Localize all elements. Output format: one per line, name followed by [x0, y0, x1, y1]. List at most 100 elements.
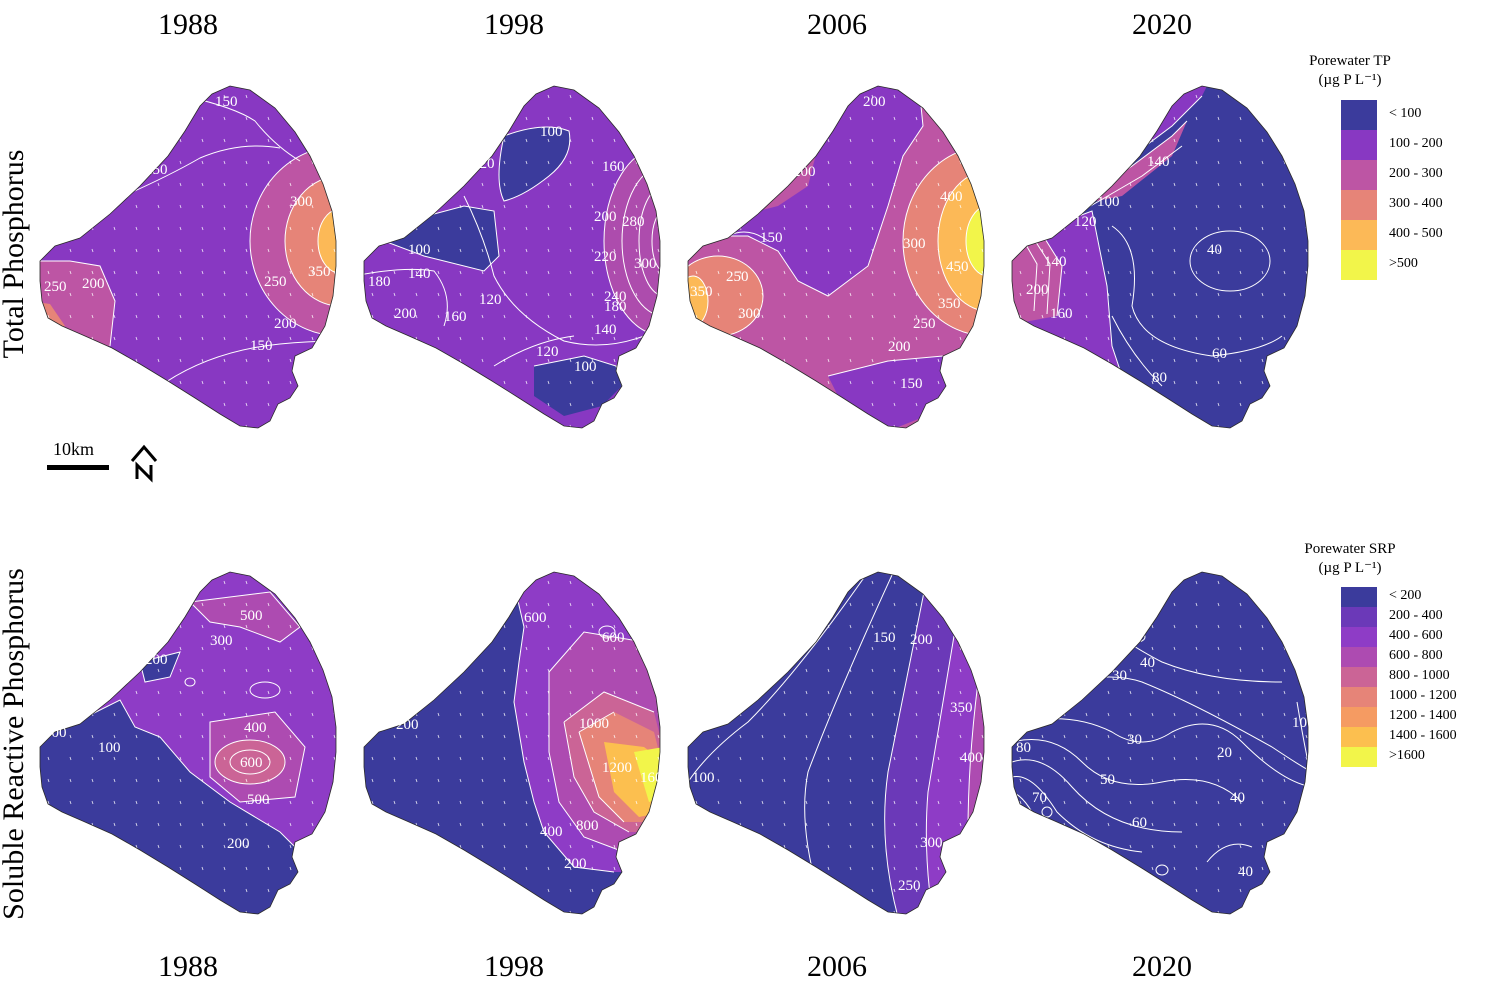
legend-srp-label: 1200 - 1400	[1389, 708, 1457, 723]
svg-text:120: 120	[536, 344, 559, 360]
svg-text:120: 120	[472, 156, 495, 172]
legend-srp-label: 1000 - 1200	[1389, 688, 1457, 703]
svg-text:200: 200	[910, 632, 933, 648]
legend-tp-swatch	[1341, 250, 1377, 280]
legend-srp-item: 600 - 800	[1341, 647, 1491, 667]
svg-text:30: 30	[1127, 732, 1142, 748]
year-label-bottom-2: 1998	[484, 950, 544, 983]
svg-text:160: 160	[444, 309, 467, 325]
svg-text:300: 300	[738, 306, 761, 322]
legend-tp-item: 200 - 300	[1341, 160, 1491, 190]
legend-tp-label: < 100	[1389, 106, 1422, 121]
svg-text:40: 40	[1238, 864, 1253, 880]
legend-srp-label: < 200	[1389, 588, 1422, 603]
svg-text:1200: 1200	[602, 760, 632, 776]
svg-text:250: 250	[898, 878, 921, 894]
legend-srp-item: 1000 - 1200	[1341, 687, 1491, 707]
svg-text:30: 30	[1112, 668, 1127, 684]
legend-tp-label: >500	[1389, 256, 1418, 271]
svg-text:100: 100	[574, 359, 597, 375]
map-srp-2006: 150 200 350 400 100 300 250	[687, 571, 985, 915]
svg-text:150: 150	[145, 162, 168, 178]
svg-text:40: 40	[1140, 655, 1155, 671]
legend-srp-label: 1400 - 1600	[1389, 728, 1457, 743]
svg-text:200: 200	[564, 856, 587, 872]
legend-srp-swatch	[1341, 747, 1377, 767]
svg-text:350: 350	[308, 264, 331, 280]
legend-srp-label: 200 - 400	[1389, 608, 1443, 623]
legend-tp-title-line2: (µg P L⁻¹)	[1318, 72, 1382, 88]
legend-tp-swatch	[1341, 220, 1377, 250]
legend-srp-swatch	[1341, 687, 1377, 707]
legend-tp-swatch	[1341, 160, 1377, 190]
svg-text:600: 600	[240, 755, 263, 771]
legend-srp-label: 800 - 1000	[1389, 668, 1450, 683]
map-srp-1998: 600 600 200 1000 1200 1600 800 400 200	[363, 571, 670, 915]
svg-text:300: 300	[44, 725, 67, 741]
map-tp-1998: 100 120 100 140 180 200 160 120 160 200 …	[363, 85, 661, 429]
legend-tp-swatch	[1341, 190, 1377, 220]
legend-tp-item: 400 - 500	[1341, 220, 1491, 250]
legend-srp-label: 400 - 600	[1389, 628, 1443, 643]
legend-srp-title-line1: Porewater SRP	[1304, 541, 1396, 557]
year-label-bottom-1: 1988	[158, 950, 218, 983]
svg-text:350: 350	[690, 284, 713, 300]
svg-text:300: 300	[634, 256, 657, 272]
map-srp-2020: 40 30 30 20 10 80 50 70 60 40 40	[1011, 571, 1309, 915]
svg-text:600: 600	[602, 630, 625, 646]
legend-tp-label: 300 - 400	[1389, 196, 1443, 211]
svg-text:300: 300	[903, 236, 926, 252]
svg-text:280: 280	[622, 214, 645, 230]
svg-text:500: 500	[240, 608, 263, 624]
legend-tp-title-line1: Porewater TP	[1309, 53, 1391, 69]
legend-srp-item: 1400 - 1600	[1341, 727, 1491, 747]
year-label-top-2: 1998	[484, 8, 544, 41]
svg-text:200: 200	[1026, 282, 1049, 298]
legend-tp-title: Porewater TP (µg P L⁻¹)	[1280, 52, 1420, 90]
svg-text:140: 140	[1044, 254, 1067, 270]
svg-text:200: 200	[394, 306, 417, 322]
svg-text:20: 20	[1217, 745, 1232, 761]
legend-srp-swatch	[1341, 707, 1377, 727]
scale-bar-label: 10km	[53, 439, 94, 459]
legend-tp-swatch	[1341, 130, 1377, 160]
svg-text:80: 80	[1152, 370, 1167, 386]
svg-text:200: 200	[793, 164, 816, 180]
year-label-bottom-4: 2020	[1132, 950, 1192, 983]
svg-text:60: 60	[1212, 346, 1227, 362]
svg-text:220: 220	[594, 249, 617, 265]
legend-srp-title-line2: (µg P L⁻¹)	[1318, 560, 1382, 576]
legend-tp-item: 100 - 200	[1341, 130, 1491, 160]
year-label-top-3: 2006	[807, 8, 867, 41]
legend-srp-swatch	[1341, 627, 1377, 647]
year-label-bottom-3: 2006	[807, 950, 867, 983]
svg-text:100: 100	[408, 242, 431, 258]
legend-tp-swatch	[1341, 100, 1377, 130]
svg-text:120: 120	[479, 292, 502, 308]
legend-srp-item: < 200	[1341, 587, 1491, 607]
legend-tp-item: >500	[1341, 250, 1491, 280]
legend-srp-label: 600 - 800	[1389, 648, 1443, 663]
legend-srp-title: Porewater SRP (µg P L⁻¹)	[1280, 540, 1420, 578]
svg-text:150: 150	[873, 630, 896, 646]
svg-text:150: 150	[250, 338, 273, 354]
svg-text:50: 50	[1100, 772, 1115, 788]
svg-text:350: 350	[950, 700, 973, 716]
svg-text:100: 100	[1097, 194, 1120, 210]
legend-tp-item: 300 - 400	[1341, 190, 1491, 220]
legend-srp-label: >1600	[1389, 748, 1425, 763]
svg-text:400: 400	[540, 824, 563, 840]
legend-srp-item: 1200 - 1400	[1341, 707, 1491, 727]
legend-srp-swatch	[1341, 587, 1377, 607]
svg-text:10: 10	[1292, 715, 1307, 731]
svg-text:300: 300	[920, 835, 943, 851]
svg-text:600: 600	[524, 610, 547, 626]
svg-text:250: 250	[726, 269, 749, 285]
svg-text:240: 240	[604, 289, 627, 305]
svg-text:140: 140	[594, 322, 617, 338]
svg-text:40: 40	[1207, 242, 1222, 258]
svg-text:150: 150	[215, 94, 238, 110]
svg-text:80: 80	[1016, 740, 1031, 756]
legend-tp-item: < 100	[1341, 100, 1491, 130]
